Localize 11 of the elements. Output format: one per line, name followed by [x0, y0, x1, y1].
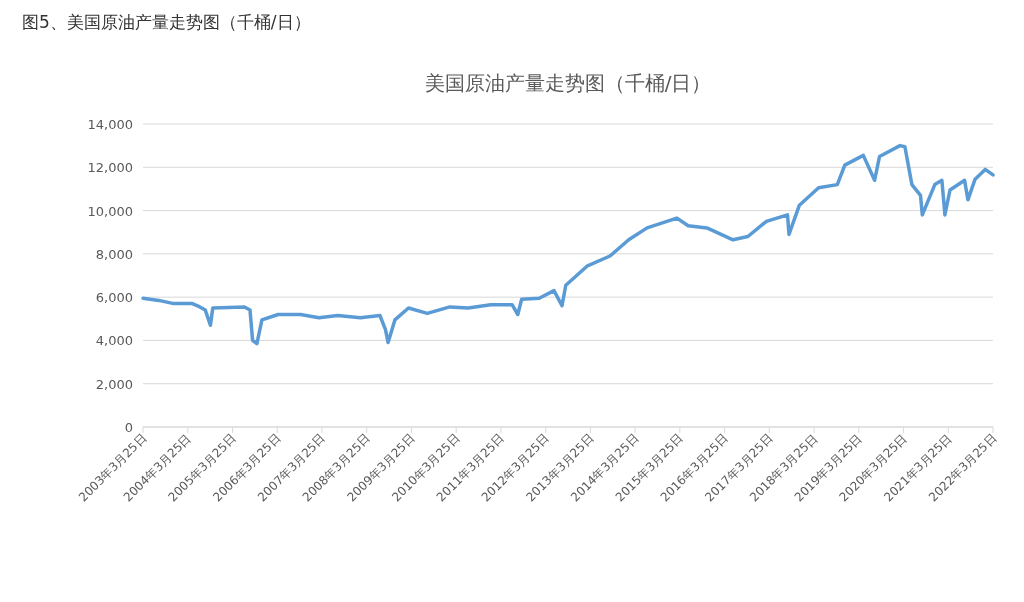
y-tick-label: 6,000 [95, 290, 133, 306]
y-tick-label: 2,000 [95, 376, 133, 392]
y-tick-label: 14,000 [87, 117, 133, 132]
y-tick-label: 0 [124, 420, 133, 435]
y-tick-label: 12,000 [87, 160, 133, 176]
chart-title: 美国原油产量走势图（千桶/日） [424, 71, 712, 95]
y-tick-label: 10,000 [87, 203, 133, 219]
caption: 图5、美国原油产量走势图（千桶/日） [22, 12, 311, 32]
y-tick-label: 8,000 [95, 246, 133, 262]
y-tick-label: 4,000 [95, 333, 133, 349]
line-series [141, 143, 995, 346]
